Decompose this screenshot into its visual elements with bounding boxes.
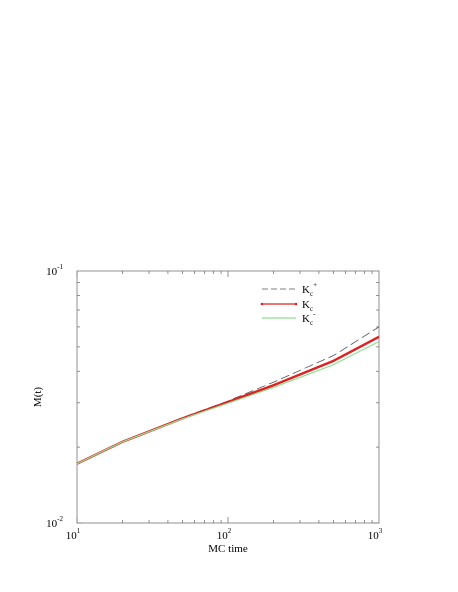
legend-label-3: Kc- <box>302 310 316 327</box>
y-tick-label: 10-1 <box>46 263 63 278</box>
y-tick-label: 10-2 <box>46 515 63 530</box>
legend-marker <box>260 302 264 306</box>
series-layer <box>76 326 380 465</box>
x-tick-exponent: 3 <box>379 527 383 535</box>
x-tick-exponent: 2 <box>228 527 232 535</box>
legend-subscript: c <box>310 290 313 298</box>
x-tick-labels: 101 102 103 <box>66 527 383 542</box>
minor-ticks <box>76 271 379 524</box>
x-tick-label: 101 <box>66 527 81 542</box>
legend-subscript: c <box>310 305 313 313</box>
legend-subscript: c <box>310 319 313 327</box>
legend-superscript: - <box>313 310 316 318</box>
y-tick-labels: 10-2 10-1 <box>46 263 63 530</box>
plot-area <box>76 270 380 524</box>
x-axis-label: MC time <box>208 543 248 555</box>
y-tick-exponent: -2 <box>57 515 63 523</box>
y-tick-exponent: -1 <box>57 263 63 271</box>
x-tick-label: 103 <box>368 527 383 542</box>
legend-superscript: + <box>313 281 317 289</box>
x-tick-label: 102 <box>217 527 232 542</box>
legend-marker <box>294 302 298 306</box>
y-axis-label: M(t) <box>32 387 44 408</box>
series-line-3 <box>76 340 380 465</box>
x-tick-exponent: 1 <box>77 527 81 535</box>
legend-label-2: Kc <box>302 299 313 313</box>
